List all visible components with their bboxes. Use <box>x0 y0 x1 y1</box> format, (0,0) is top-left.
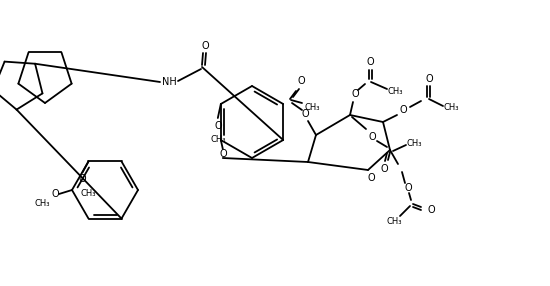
Text: O: O <box>301 109 309 119</box>
Text: O: O <box>368 132 376 142</box>
Text: CH₃: CH₃ <box>210 136 225 144</box>
Text: CH₃: CH₃ <box>406 138 422 148</box>
Text: CH₃: CH₃ <box>34 198 50 208</box>
Text: O: O <box>201 41 209 51</box>
Text: O: O <box>351 89 359 99</box>
Text: CH₃: CH₃ <box>81 189 96 198</box>
Text: CH₃: CH₃ <box>386 217 402 227</box>
Text: CH₃: CH₃ <box>304 104 320 112</box>
Text: O: O <box>79 174 86 184</box>
Text: O: O <box>427 205 435 215</box>
Text: O: O <box>404 183 412 193</box>
Text: O: O <box>219 149 227 159</box>
Text: CH₃: CH₃ <box>443 102 459 112</box>
Text: O: O <box>425 74 433 84</box>
Text: O: O <box>51 189 59 199</box>
Text: O: O <box>366 57 374 67</box>
Text: O: O <box>367 173 375 183</box>
Text: CH₃: CH₃ <box>387 86 403 96</box>
Text: NH: NH <box>162 77 177 87</box>
Text: O: O <box>214 121 222 131</box>
Text: O: O <box>380 164 388 174</box>
Text: O: O <box>297 76 305 86</box>
Text: O: O <box>399 105 407 115</box>
